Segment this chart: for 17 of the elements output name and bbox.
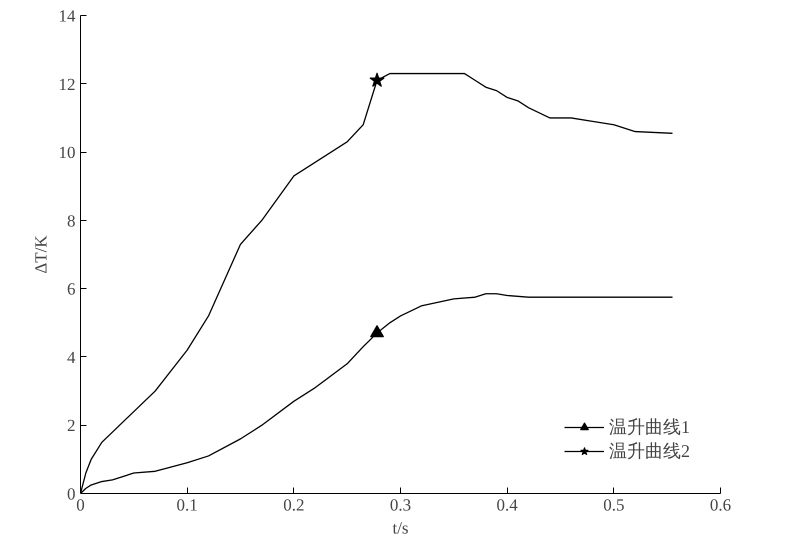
x-tick-label: 0.1 [176, 496, 198, 514]
y-tick-label: 8 [67, 211, 76, 230]
y-tick-label: 2 [67, 416, 76, 436]
y-tick-label: 10 [58, 143, 76, 162]
x-tick-label: 0.5 [603, 496, 624, 514]
x-tick-label: 0.6 [710, 496, 732, 514]
x-tick-label: 0.3 [390, 496, 412, 514]
x-tick-label: 0.4 [496, 496, 518, 514]
x-axis-title: t/s [392, 518, 409, 538]
y-tick-label: 6 [67, 280, 76, 299]
legend-label: 温升曲线2 [609, 440, 690, 463]
y-axis-title: ΔT/K [32, 234, 50, 274]
x-tick-label: 0.2 [283, 496, 304, 514]
legend-label: 温升曲线1 [609, 416, 690, 439]
y-tick-label: 4 [67, 348, 76, 367]
y-tick-label: 12 [58, 74, 76, 94]
y-tick-label: 14 [58, 6, 76, 26]
